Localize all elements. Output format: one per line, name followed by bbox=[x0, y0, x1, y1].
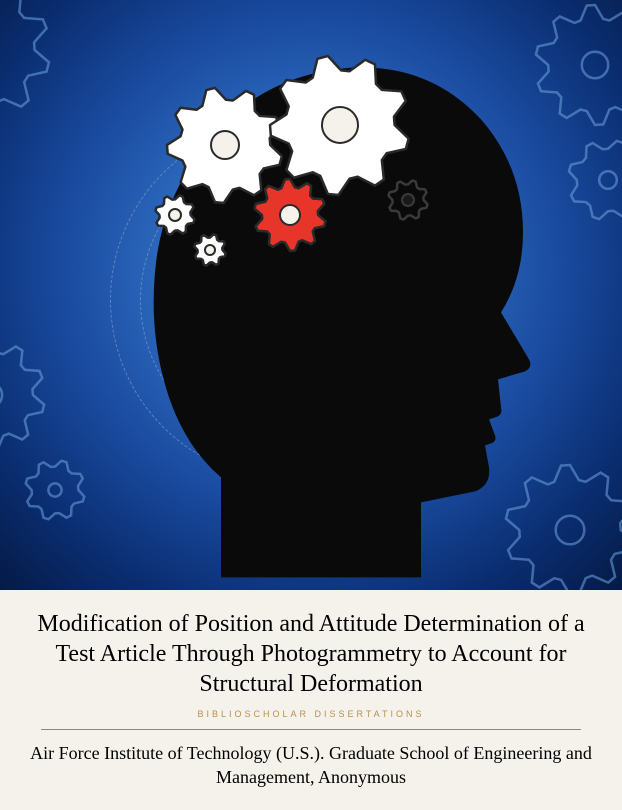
book-cover: Modification of Position and Attitude De… bbox=[0, 0, 622, 810]
bg-gear-icon bbox=[565, 137, 622, 228]
brain-gear-icon bbox=[250, 175, 330, 260]
bg-gear-icon bbox=[0, 337, 48, 458]
brain-gear-icon bbox=[384, 176, 432, 229]
bg-gear-icon bbox=[532, 2, 622, 133]
divider-line bbox=[41, 729, 581, 730]
book-title: Modification of Position and Attitude De… bbox=[30, 609, 592, 699]
series-label: BIBLIOSCHOLAR DISSERTATIONS bbox=[197, 709, 424, 719]
bg-gear-icon bbox=[0, 0, 53, 128]
cover-art bbox=[0, 0, 622, 590]
brain-gear-icon bbox=[190, 230, 230, 275]
text-panel: Modification of Position and Attitude De… bbox=[0, 590, 622, 810]
author-name: Air Force Institute of Technology (U.S.)… bbox=[30, 742, 592, 789]
bg-gear-icon bbox=[22, 457, 88, 528]
